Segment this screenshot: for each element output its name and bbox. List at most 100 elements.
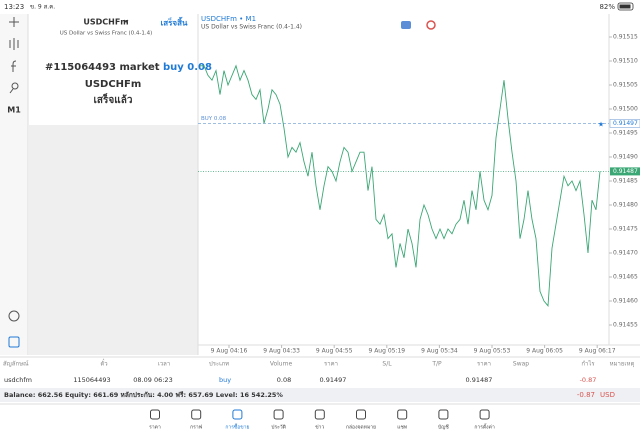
signal-icon[interactable] (426, 20, 436, 30)
balance-currency: USD (600, 391, 615, 399)
trade-icon[interactable] (8, 336, 20, 348)
tab-icon[interactable] (273, 409, 284, 420)
buy-line-label: BUY 0.08 (201, 116, 227, 122)
price-line-series (200, 64, 601, 307)
table-cell[interactable]: -0.87 (580, 376, 597, 384)
toolbar-icons[interactable] (8, 17, 20, 322)
table-cell[interactable]: 0.91487 (466, 376, 493, 384)
table-cell[interactable]: 0.91497 (320, 376, 347, 384)
buy-price-label: 0.91497 (613, 120, 638, 127)
tab-icon[interactable] (150, 409, 160, 420)
buy-price-tag (609, 119, 640, 128)
toolbar (0, 14, 28, 355)
y-tick-label: 0.91500 (613, 106, 638, 113)
y-tick-label: 0.91495 (613, 130, 638, 137)
y-tick-label: 0.91505 (613, 82, 638, 89)
balance-summary: Balance: 662.56 Equity: 661.69 หลักประกั… (4, 391, 283, 399)
table-header: T/P (431, 361, 442, 368)
table-cell[interactable]: 115064493 (73, 376, 110, 384)
y-tick-label: 0.91485 (613, 178, 638, 185)
price-tag (610, 167, 640, 176)
table-header: ราคา (324, 361, 338, 368)
order-side: buy 0.08 (163, 62, 212, 73)
x-tick-label: 9 Aug 06:05 (526, 348, 563, 355)
table-header: เวลา (158, 361, 170, 368)
table-header: ราคา (477, 361, 491, 368)
one-click-icon[interactable] (401, 21, 411, 29)
tab-icon[interactable] (191, 409, 202, 420)
order-text: #115064493 market buy 0.08 (45, 62, 212, 73)
tab-label[interactable]: กล่องจดหมาย (346, 425, 376, 431)
x-tick-label: 9 Aug 05:34 (421, 348, 458, 355)
crosshair-icon[interactable] (9, 17, 19, 27)
balance-row (0, 388, 640, 402)
y-tick-label: 0.91475 (613, 226, 638, 233)
order-status: เสร็จแล้ว (94, 92, 133, 106)
table-cell[interactable]: usdchfm (4, 376, 32, 384)
battery-icon (617, 2, 634, 11)
table-header: ตั๋ว (100, 358, 107, 367)
table-cell[interactable]: 0.08 (277, 376, 291, 384)
chart-title: USDCHFm • M1 (201, 15, 256, 23)
tab-icon[interactable] (479, 409, 490, 420)
objects-icon-handle[interactable] (9, 88, 14, 94)
x-tick-label: 9 Aug 05:19 (368, 348, 405, 355)
x-tick-label: 9 Aug 04:33 (263, 348, 300, 355)
tab-icon[interactable] (314, 409, 325, 420)
order-id: #115064493 market (45, 62, 160, 73)
status-time: 13:23 (4, 3, 24, 11)
done-button[interactable]: เสร็จสิ้น (161, 17, 188, 28)
balance-profit: -0.87 (577, 391, 595, 399)
battery-level (619, 4, 631, 9)
y-tick-label: 0.91515 (613, 34, 638, 41)
table-header: หมายเหตุ (610, 361, 635, 368)
history-icon[interactable] (8, 310, 20, 322)
panel-symbol[interactable]: USDCHFm (83, 18, 128, 27)
table-header: สัญลักษณ์ (3, 360, 29, 368)
chart-subtitle: US Dollar vs Swiss Franc (0.4-1.4) (201, 24, 302, 31)
y-tick-label: 0.91480 (613, 202, 638, 209)
panel-description: US Dollar vs Swiss Franc (0.4-1.4) (60, 31, 153, 37)
indicators-icon[interactable] (9, 38, 19, 50)
tab-label[interactable]: การซื้อขาย (225, 422, 249, 431)
tab-label[interactable]: บัญชี (438, 424, 449, 431)
x-tick-label: 9 Aug 05:53 (474, 348, 511, 355)
tab-icon[interactable] (397, 409, 408, 420)
price-tag-label: 0.91487 (613, 168, 638, 175)
tab-label[interactable]: การตั้งค่า (474, 422, 495, 431)
tab-label[interactable]: แชท (397, 425, 407, 431)
x-tick-label: 9 Aug 04:16 (211, 348, 248, 355)
table-header: ประเภท (209, 361, 229, 368)
timeframe[interactable]: M1 (7, 106, 21, 115)
table-header: Volume (270, 361, 293, 368)
buy-star: ★ (598, 120, 604, 128)
tab-icon[interactable] (356, 409, 366, 420)
tab-icon[interactable] (232, 409, 243, 420)
y-tick-label: 0.91465 (613, 274, 638, 281)
function-icon[interactable] (11, 60, 17, 72)
table-header: กำไร (581, 360, 595, 368)
tab-label[interactable]: กราฟ (190, 425, 203, 431)
table-header: Swap (513, 361, 529, 368)
y-tick-label: 0.91470 (613, 250, 638, 257)
x-tick-label: 9 Aug 04:55 (316, 348, 353, 355)
tab-label[interactable]: ข่าว (315, 425, 324, 431)
table-cell[interactable]: 08.09 06:23 (133, 376, 172, 384)
tab-label[interactable]: ประวัติ (271, 424, 286, 431)
table-header: S/L (382, 361, 392, 368)
order-symbol: USDCHFm (85, 79, 142, 90)
y-tick-label: 0.91455 (613, 322, 638, 329)
table-cell[interactable]: buy (219, 376, 231, 384)
battery-text: 82% (599, 3, 615, 11)
objects-icon[interactable] (11, 82, 19, 90)
x-tick-label: 9 Aug 06:17 (579, 348, 616, 355)
empty-panel (29, 125, 198, 355)
y-tick-label: 0.91460 (613, 298, 638, 305)
y-tick-label: 0.91510 (613, 58, 638, 65)
dropdown-arrow (123, 19, 129, 23)
y-tick-label: 0.91490 (613, 154, 638, 161)
tab-icon[interactable] (438, 409, 449, 420)
tab-label[interactable]: ราคา (149, 425, 161, 431)
